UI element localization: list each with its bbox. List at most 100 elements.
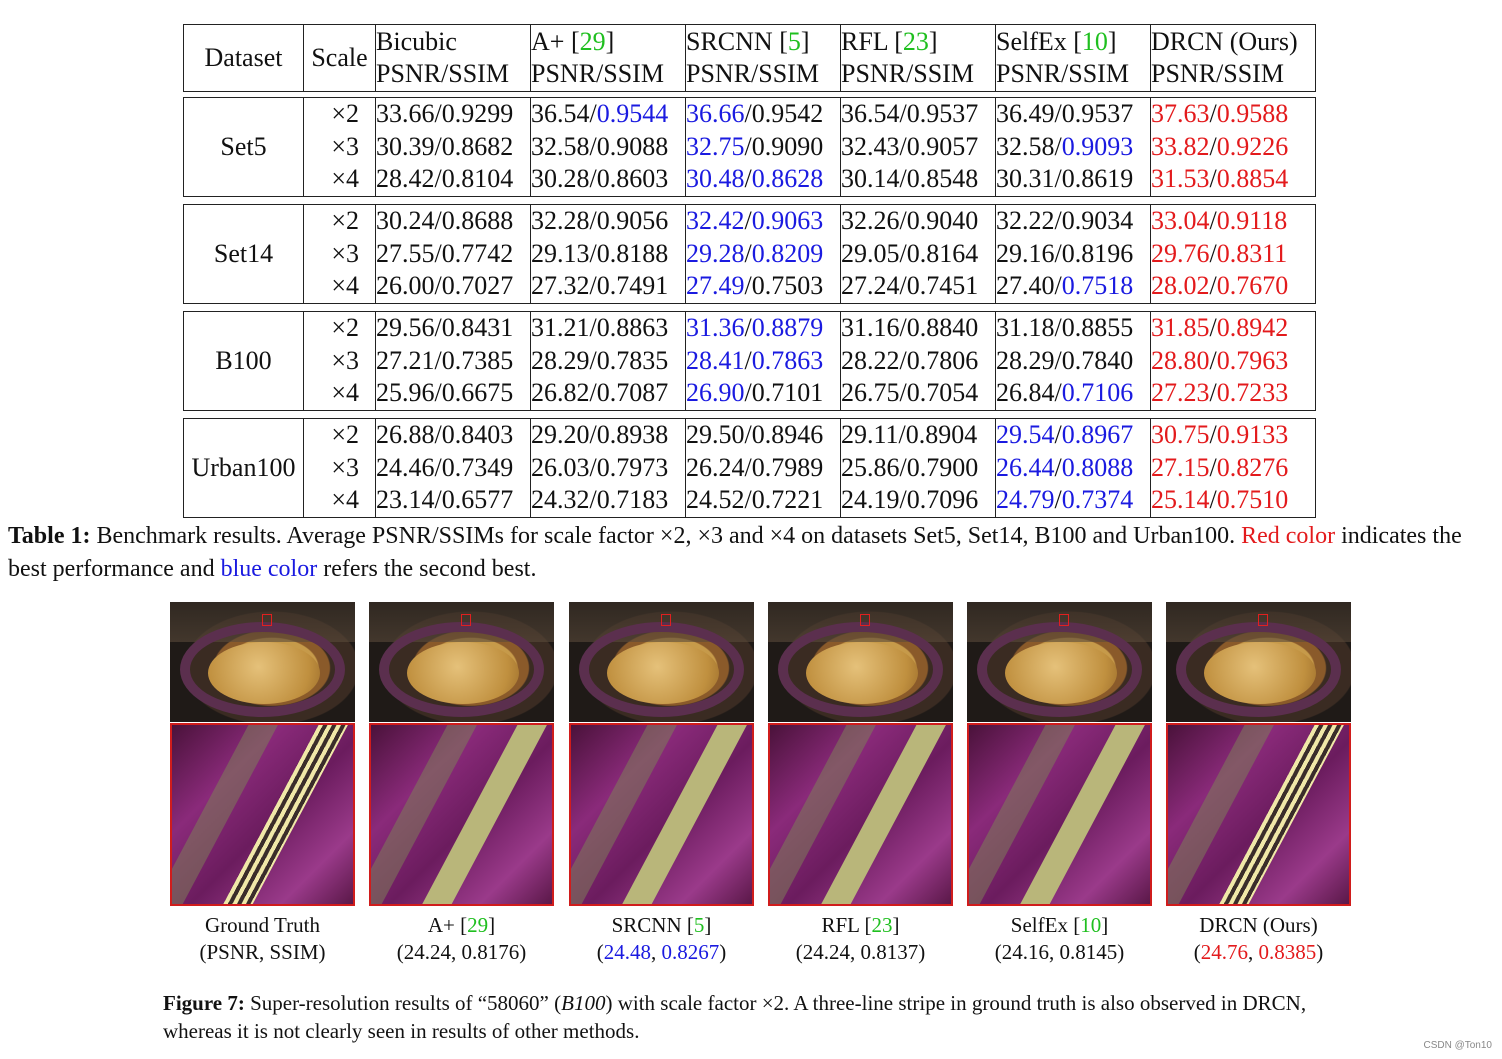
- ssim-value: 0.9090: [751, 131, 824, 161]
- ssim-value: 0.7503: [751, 271, 824, 300]
- scale-value: ×2: [331, 313, 359, 342]
- metric-cell: 30.75/0.9133 27.15/0.8276 25.14/0.7510: [1150, 418, 1316, 518]
- ssim-value: 0.7900: [906, 452, 979, 482]
- watermark: CSDN @Ton10: [1423, 1040, 1492, 1051]
- ssim-value: 0.7451: [906, 271, 979, 300]
- metric-cell: 29.56/0.8431 27.21/0.7385 25.96/0.6675: [375, 311, 531, 411]
- ssim-value: 0.7973: [596, 452, 669, 482]
- psnr-value: 31.16: [841, 313, 900, 342]
- psnr-value: 30.48: [686, 164, 745, 193]
- zoomed-crop: [569, 723, 754, 906]
- table-group-3: Urban100 ×2 ×3 ×4 26.88/0.8403 24.46/0.7349 23…: [183, 418, 1316, 518]
- metric-cell: 37.63/0.9588 33.82/0.9226 31.53/0.8854: [1150, 97, 1316, 197]
- psnr-value: 29.16: [996, 238, 1055, 268]
- psnr-value: 32.42: [686, 206, 745, 235]
- zoomed-crop: [1166, 723, 1351, 906]
- psnr-value: 27.15: [1151, 452, 1210, 482]
- psnr-value: 30.14: [841, 164, 900, 193]
- psnr-value: 31.21: [531, 313, 590, 342]
- psnr-value: 33.04: [1151, 206, 1210, 235]
- psnr-value: 30.24: [376, 206, 435, 235]
- psnr-value: 27.40: [996, 271, 1055, 300]
- results-table-header: Dataset Scale Bicubic PSNR/SSIM A+ [29] PS…: [183, 24, 1316, 92]
- ssim-value: 0.9537: [1061, 99, 1134, 128]
- psnr-value: 25.86: [841, 452, 900, 482]
- psnr-value: 27.55: [376, 238, 435, 268]
- full-image: [768, 602, 953, 722]
- metric-cell: 31.16/0.8840 28.22/0.7806 26.75/0.7054: [840, 311, 996, 411]
- header-scale: Scale: [303, 24, 376, 92]
- full-image: [1166, 602, 1351, 722]
- psnr-value: 31.18: [996, 313, 1055, 342]
- psnr-value: 24.46: [376, 452, 435, 482]
- figure-panel: RFL [23] (24.24, 0.8137): [768, 602, 953, 966]
- psnr-value: 26.75: [841, 378, 900, 407]
- psnr-value: 36.54: [841, 99, 900, 128]
- ssim-value: 0.8137: [860, 940, 919, 964]
- psnr-value: 25.14: [1151, 485, 1210, 514]
- psnr-value: 26.84: [996, 378, 1055, 407]
- psnr-value: 30.75: [1151, 420, 1210, 449]
- metric-cell: 31.36/0.8879 28.41/0.7863 26.90/0.7101: [685, 311, 841, 411]
- panel-caption: RFL [23] (24.24, 0.8137): [795, 913, 926, 964]
- ssim-value: 0.8088: [1061, 452, 1134, 482]
- ssim-value: 0.7963: [1216, 345, 1289, 375]
- ssim-value: 0.7106: [1061, 378, 1134, 407]
- metric-cell: 29.20/0.8938 26.03/0.7973 24.32/0.7183: [530, 418, 686, 518]
- ssim-value: 0.9040: [906, 206, 979, 235]
- psnr-value: 26.00: [376, 271, 435, 300]
- header-rfl: RFL [23] PSNR/SSIM: [840, 24, 996, 92]
- citation: 23: [871, 913, 893, 937]
- scale-value: ×4: [331, 485, 359, 514]
- psnr-value: 36.66: [686, 99, 745, 128]
- ssim-value: 0.7221: [751, 485, 824, 514]
- ssim-value: 0.8145: [1059, 940, 1118, 964]
- ssim-value: 0.7491: [596, 271, 669, 300]
- figure-panel: Ground Truth (PSNR, SSIM): [170, 602, 355, 966]
- ssim-value: 0.7742: [441, 238, 514, 268]
- ssim-value: 0.8385: [1258, 940, 1317, 964]
- roi-box: [1258, 614, 1268, 626]
- ssim-value: 0.8628: [751, 164, 824, 193]
- metric-cell: 36.54/0.9537 32.43/0.9057 30.14/0.8548: [840, 97, 996, 197]
- ssim-value: 0.8938: [596, 420, 669, 449]
- psnr-value: 36.54: [531, 99, 590, 128]
- psnr-value: 32.22: [996, 206, 1055, 235]
- ssim-value: 0.8855: [1061, 313, 1134, 342]
- ssim-value: 0.7054: [906, 378, 979, 407]
- ssim-value: 0.7670: [1216, 271, 1289, 300]
- metric-cell: 30.24/0.8688 27.55/0.7742 26.00/0.7027: [375, 204, 531, 304]
- ssim-value: 0.8942: [1216, 313, 1289, 342]
- psnr-value: 28.41: [686, 345, 745, 375]
- metric-cell: 26.88/0.8403 24.46/0.7349 23.14/0.6577: [375, 418, 531, 518]
- citation: 29: [467, 913, 489, 937]
- psnr-value: 27.49: [686, 271, 745, 300]
- panel-caption: DRCN (Ours) (24.76, 0.8385): [1193, 913, 1324, 964]
- psnr-value: 28.42: [376, 164, 435, 193]
- dataset-name: Set5: [183, 97, 304, 197]
- psnr-value: 27.32: [531, 271, 590, 300]
- psnr-value: 28.22: [841, 345, 900, 375]
- psnr-value: 27.21: [376, 345, 435, 375]
- ssim-value: 0.7385: [441, 345, 514, 375]
- ssim-value: 0.9542: [751, 99, 824, 128]
- ssim-value: 0.8104: [441, 164, 514, 193]
- psnr-value: 30.39: [376, 131, 435, 161]
- psnr-value: 24.76: [1200, 940, 1248, 964]
- psnr-value: 29.54: [996, 420, 1055, 449]
- scale-value: ×3: [331, 238, 359, 268]
- psnr-value: 32.75: [686, 131, 745, 161]
- ssim-value: 0.8682: [441, 131, 514, 161]
- ssim-value: 0.9588: [1216, 99, 1289, 128]
- ssim-value: 0.8311: [1216, 238, 1288, 268]
- panel-caption: SelfEx [10] (24.16, 0.8145): [994, 913, 1125, 964]
- psnr-value: 26.88: [376, 420, 435, 449]
- psnr-value: 24.79: [996, 485, 1055, 514]
- ssim-value: 0.7183: [596, 485, 669, 514]
- psnr-value: 31.53: [1151, 164, 1210, 193]
- psnr-value: 24.16: [1001, 940, 1049, 964]
- ssim-value: 0.7233: [1216, 378, 1289, 407]
- metric-cell: 36.49/0.9537 32.58/0.9093 30.31/0.8619: [995, 97, 1151, 197]
- method-name: SRCNN [: [611, 913, 694, 937]
- metric-cell: 29.11/0.8904 25.86/0.7900 24.19/0.7096: [840, 418, 996, 518]
